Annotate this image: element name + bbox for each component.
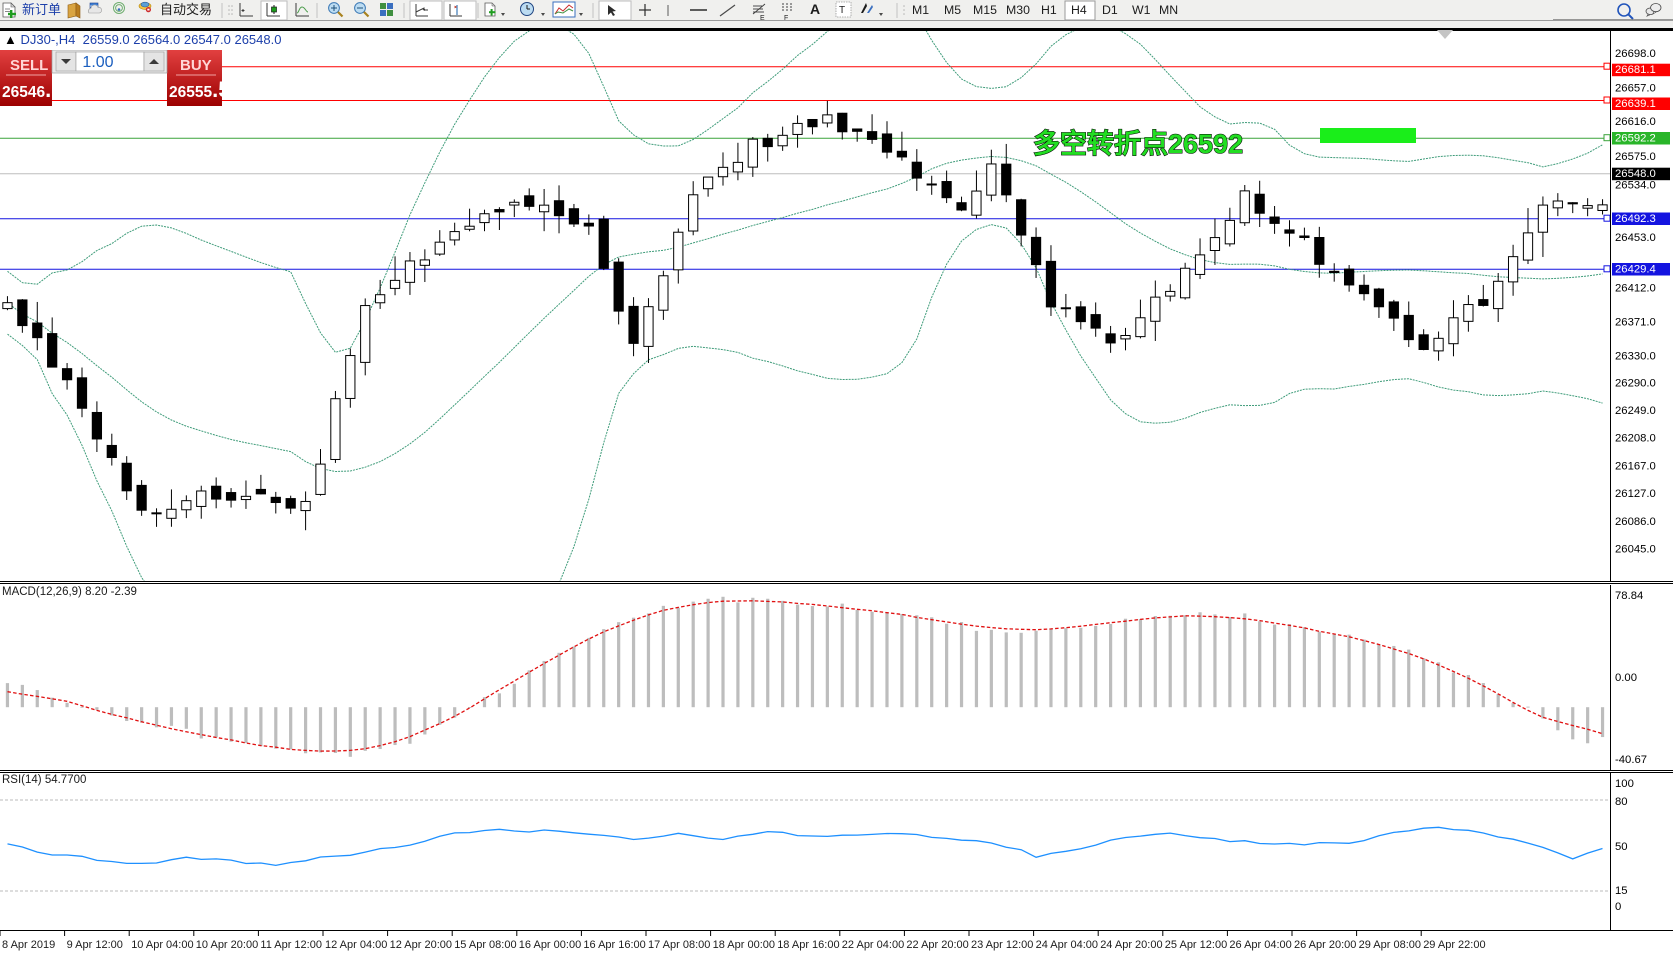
svg-text:26412.0: 26412.0 [1615, 282, 1656, 294]
svg-text:H4: H4 [1071, 3, 1087, 17]
svg-text:80: 80 [1615, 796, 1628, 808]
svg-text:26127.0: 26127.0 [1615, 488, 1656, 500]
svg-text:A: A [810, 1, 820, 17]
svg-text:12 Apr 04:00: 12 Apr 04:00 [325, 939, 387, 951]
svg-text:M15: M15 [973, 3, 997, 17]
svg-text:16 Apr 00:00: 16 Apr 00:00 [519, 939, 581, 951]
svg-text:100: 100 [1615, 778, 1634, 790]
svg-text:16 Apr 16:00: 16 Apr 16:00 [583, 939, 645, 951]
svg-text:-40.67: -40.67 [1615, 754, 1647, 766]
svg-text:78.84: 78.84 [1615, 590, 1643, 602]
svg-text:M30: M30 [1006, 3, 1030, 17]
svg-text:新订单: 新订单 [22, 2, 61, 17]
svg-text:多空转折点26592: 多空转折点26592 [1033, 128, 1243, 159]
svg-text:BUY: BUY [180, 57, 212, 74]
svg-text:26575.0: 26575.0 [1615, 151, 1656, 163]
svg-text:26086.0: 26086.0 [1615, 516, 1656, 528]
svg-text:0: 0 [1615, 901, 1621, 913]
svg-text:T: T [839, 5, 845, 16]
svg-text:18 Apr 00:00: 18 Apr 00:00 [713, 939, 775, 951]
svg-text:26249.0: 26249.0 [1615, 405, 1656, 417]
svg-text:9 Apr 12:00: 9 Apr 12:00 [67, 939, 123, 951]
svg-text:23 Apr 12:00: 23 Apr 12:00 [971, 939, 1033, 951]
svg-text:26534.0: 26534.0 [1615, 180, 1656, 192]
svg-text:10 Apr 20:00: 10 Apr 20:00 [196, 939, 258, 951]
svg-text:0.00: 0.00 [1615, 672, 1637, 684]
svg-text:22 Apr 04:00: 22 Apr 04:00 [842, 939, 904, 951]
svg-text:MN: MN [1159, 3, 1178, 17]
svg-text:SELL: SELL [10, 57, 48, 74]
svg-text:24 Apr 04:00: 24 Apr 04:00 [1036, 939, 1098, 951]
svg-text:26290.0: 26290.0 [1615, 377, 1656, 389]
svg-text:8 Apr 2019: 8 Apr 2019 [2, 939, 55, 951]
svg-text:D1: D1 [1102, 3, 1118, 17]
svg-text:W1: W1 [1132, 3, 1151, 17]
svg-text:26 Apr 20:00: 26 Apr 20:00 [1294, 939, 1356, 951]
svg-text:10 Apr 04:00: 10 Apr 04:00 [131, 939, 193, 951]
svg-text:M5: M5 [944, 3, 961, 17]
svg-text:26657.0: 26657.0 [1615, 83, 1656, 95]
svg-text:26639.1: 26639.1 [1615, 98, 1656, 110]
svg-text:26453.0: 26453.0 [1615, 232, 1656, 244]
svg-text:RSI(14) 54.7700: RSI(14) 54.7700 [2, 774, 86, 786]
svg-text:26208.0: 26208.0 [1615, 433, 1656, 445]
svg-text:26616.0: 26616.0 [1615, 116, 1656, 128]
svg-text:H1: H1 [1041, 3, 1057, 17]
svg-text:26681.1: 26681.1 [1615, 64, 1656, 76]
svg-text:22 Apr 20:00: 22 Apr 20:00 [906, 939, 968, 951]
svg-text:自动交易: 自动交易 [160, 2, 212, 17]
svg-text:15 Apr 08:00: 15 Apr 08:00 [454, 939, 516, 951]
svg-text:MACD(12,26,9) 8.20 -2.39: MACD(12,26,9) 8.20 -2.39 [2, 586, 137, 598]
svg-text:11 Apr 12:00: 11 Apr 12:00 [260, 939, 322, 951]
svg-text:29 Apr 22:00: 29 Apr 22:00 [1423, 939, 1485, 951]
svg-text:M1: M1 [912, 3, 929, 17]
svg-text:26492.3: 26492.3 [1615, 213, 1656, 225]
svg-text:26 Apr 04:00: 26 Apr 04:00 [1229, 939, 1291, 951]
svg-text:26167.0: 26167.0 [1615, 460, 1656, 472]
svg-text:26330.0: 26330.0 [1615, 351, 1656, 363]
svg-text:18 Apr 16:00: 18 Apr 16:00 [777, 939, 839, 951]
svg-text:26045.0: 26045.0 [1615, 544, 1656, 556]
svg-text:26548.0: 26548.0 [1615, 168, 1656, 180]
svg-text:26429.4: 26429.4 [1615, 264, 1656, 276]
svg-text:25 Apr 12:00: 25 Apr 12:00 [1165, 939, 1227, 951]
svg-text:17 Apr 08:00: 17 Apr 08:00 [648, 939, 710, 951]
svg-text:29 Apr 08:00: 29 Apr 08:00 [1359, 939, 1421, 951]
svg-text:24 Apr 20:00: 24 Apr 20:00 [1100, 939, 1162, 951]
svg-text:12 Apr 20:00: 12 Apr 20:00 [390, 939, 452, 951]
svg-text:50: 50 [1615, 841, 1628, 853]
svg-text:26371.0: 26371.0 [1615, 317, 1656, 329]
svg-text:1.00: 1.00 [82, 54, 113, 71]
svg-text:26592.2: 26592.2 [1615, 133, 1656, 145]
svg-text:26698.0: 26698.0 [1615, 48, 1656, 60]
svg-text:15: 15 [1615, 885, 1628, 897]
